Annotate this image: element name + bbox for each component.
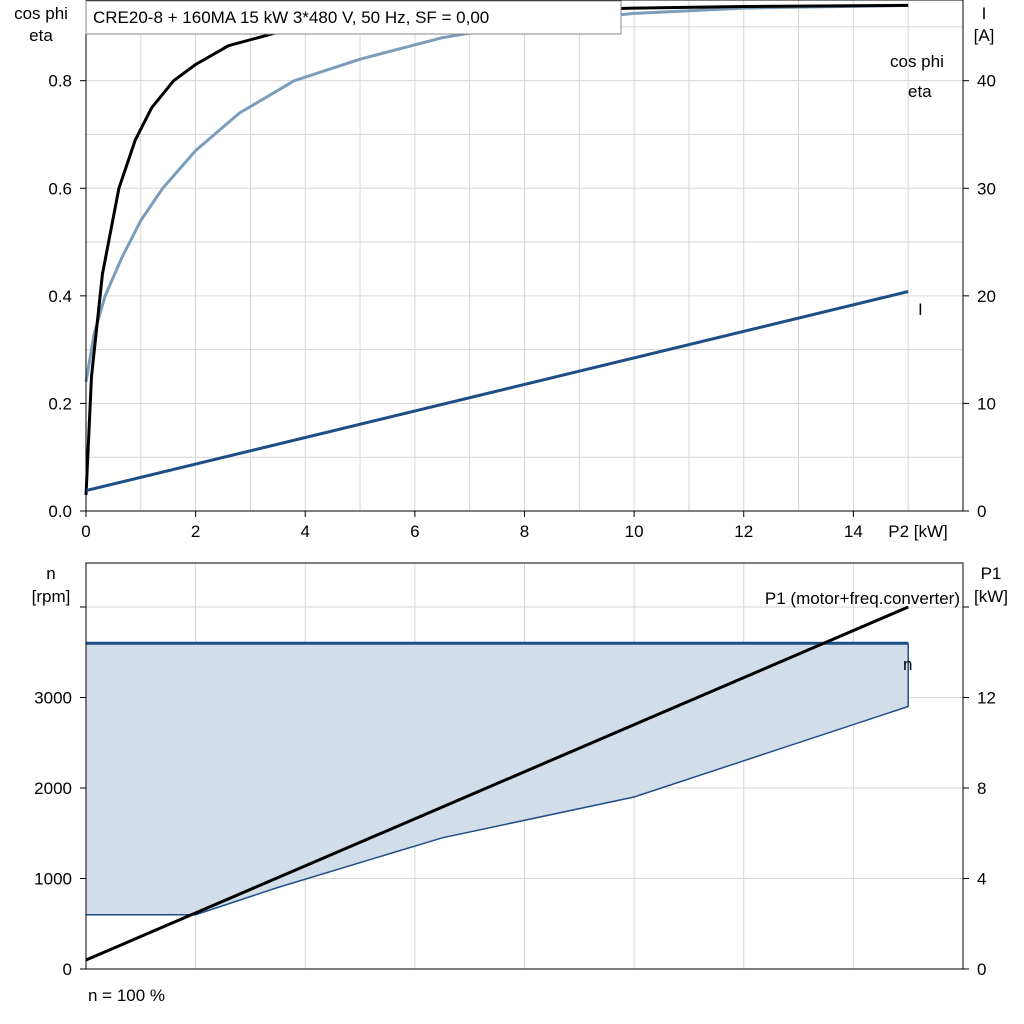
bottom-chart-frame	[85, 562, 964, 970]
y-right-tick-label: 12	[977, 689, 996, 708]
y-right-tick-label: 20	[977, 287, 996, 306]
x-tick-label: 2	[191, 522, 200, 541]
y-left-tick-label: 0.4	[48, 287, 72, 306]
top-chart-ticks: 0 2 4 6 8 10 12 14 0.0 0.2 0.4 0.6 0.8 0 10 20 30 40	[48, 72, 996, 541]
y-left-tick-label: 0.2	[48, 394, 72, 413]
x-tick-label: 4	[301, 522, 310, 541]
bottom-chart-ticks: 0 1000 2000 3000 0 4 8 12	[34, 606, 996, 979]
y-right-tick-label: 40	[977, 72, 996, 91]
y-left-tick-label: 0.6	[48, 179, 72, 198]
y-left-tick-label: 0	[63, 960, 72, 979]
p1-series-line	[85, 605, 909, 962]
x-tick-label: 14	[844, 522, 863, 541]
y-right-tick-label: 0	[977, 960, 986, 979]
x-tick-label: 6	[410, 522, 419, 541]
top-left-axis-label-2: eta	[29, 26, 53, 45]
y-left-tick-label: 1000	[34, 870, 72, 889]
cos-phi-series-line	[84, 3, 909, 383]
x-tick-label: 12	[734, 522, 753, 541]
i-series-label: I	[918, 300, 923, 319]
chart-title: CRE20-8 + 160MA 15 kW 3*480 V, 50 Hz, SF…	[93, 8, 489, 27]
x-tick-label: 8	[520, 522, 529, 541]
eta-series-line	[84, 3, 909, 495]
y-left-tick-label: 2000	[34, 779, 72, 798]
y-right-tick-label: 0	[977, 502, 986, 521]
top-right-axis-label-1: I	[982, 4, 987, 23]
x-tick-label: 0	[81, 522, 90, 541]
eta-series-label: eta	[908, 82, 932, 101]
bottom-left-axis-label-1: n	[46, 564, 55, 583]
p1-series-label: P1 (motor+freq.converter)	[765, 589, 960, 608]
top-right-axis-label-2: [A]	[974, 26, 995, 45]
speed-band-area	[86, 643, 909, 915]
y-right-tick-label: 8	[977, 779, 986, 798]
top-x-axis-label: P2 [kW]	[888, 522, 948, 541]
x-tick-label: 10	[625, 522, 644, 541]
y-right-tick-label: 10	[977, 394, 996, 413]
title-box	[85, 0, 622, 35]
bottom-chart-series: n P1 (motor+freq.converter)	[85, 589, 960, 962]
bottom-right-axis-label-1: P1	[981, 564, 1002, 583]
speed-band-lower-line	[86, 705, 909, 916]
top-chart-series: cos phi eta I	[84, 3, 944, 495]
footer-speed-note: n = 100 %	[88, 986, 165, 1005]
y-left-tick-label: 3000	[34, 689, 72, 708]
bottom-right-axis-label-2: [kW]	[974, 587, 1008, 606]
bottom-left-axis-label-2: [rpm]	[32, 587, 71, 606]
y-right-tick-label: 30	[977, 179, 996, 198]
y-left-tick-label: 0.8	[48, 72, 72, 91]
y-left-tick-label: 0.0	[48, 502, 72, 521]
top-chart-grid	[86, 0, 963, 511]
i-series-line	[85, 290, 909, 493]
top-left-axis-label-1: cos phi	[14, 4, 68, 23]
speed-band-label: n	[903, 655, 912, 674]
y-right-tick-label: 4	[977, 870, 986, 889]
cos-phi-series-label: cos phi	[890, 52, 944, 71]
